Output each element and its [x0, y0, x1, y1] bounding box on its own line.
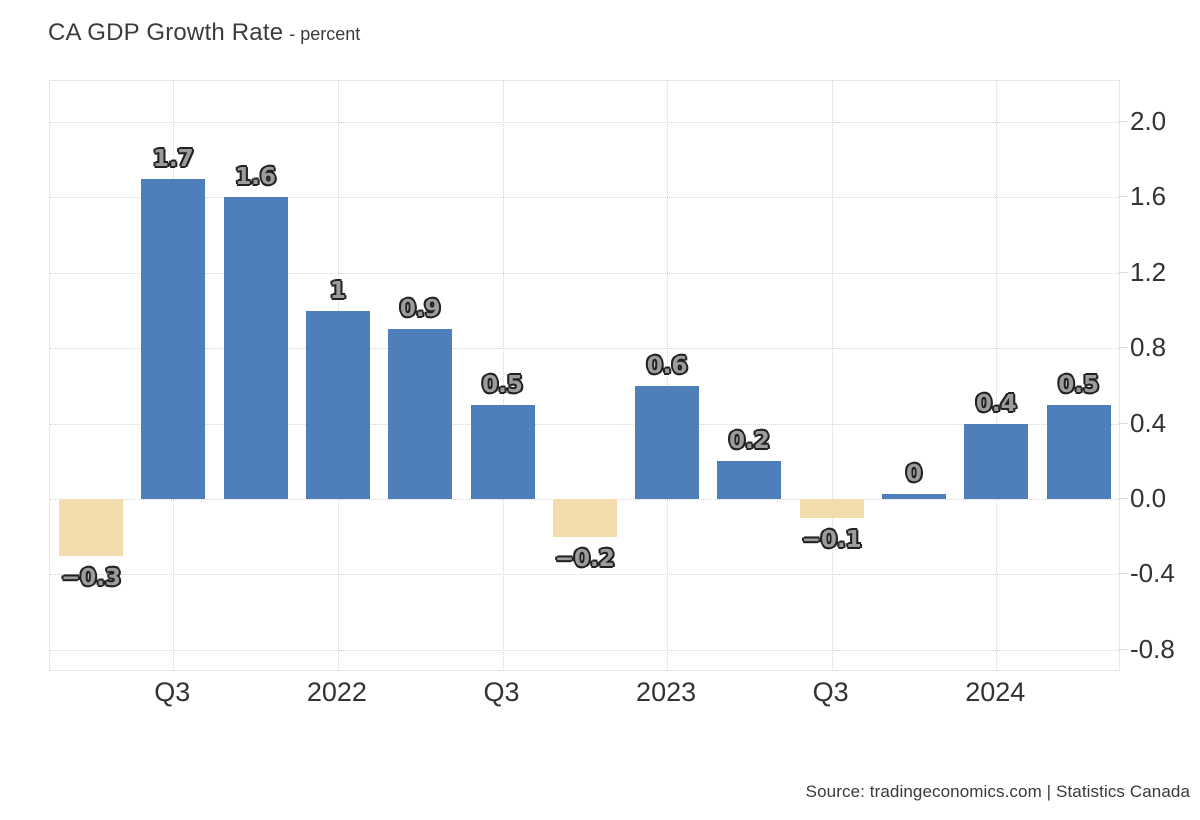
plot-area: −0.3 1.7 1.6 1 0.9 0.5 −0.2 0.6 0.2 −0.1 0 0.4 0.5 [49, 80, 1120, 671]
y-gridline [50, 348, 1120, 350]
y-axis-tick [1118, 573, 1128, 575]
y-gridline [50, 197, 1120, 199]
y-gridline [50, 574, 1120, 576]
y-gridline [50, 122, 1120, 123]
bar-value-label: 1 [329, 277, 346, 304]
y-gridline [50, 649, 1120, 651]
y-axis-tick [1118, 498, 1128, 499]
bar-value-label: 0.6 [646, 352, 688, 379]
y-axis-tick [1118, 648, 1128, 650]
bar [717, 461, 782, 499]
y-tick-label: 0.4 [1130, 407, 1167, 438]
bar-value-label: 0.5 [482, 371, 523, 398]
bar [305, 310, 370, 499]
bar [882, 494, 946, 499]
y-gridline [50, 272, 1120, 274]
y-axis-tick [1118, 196, 1128, 198]
chart-title: CA GDP Growth Rate [48, 19, 284, 46]
x-tick-label: Q3 [812, 677, 849, 707]
bar [59, 499, 123, 556]
y-axis-tick [1118, 422, 1128, 424]
bar-value-label: −0.3 [60, 564, 121, 591]
y-tick-label: 1.2 [1130, 256, 1167, 287]
bar [635, 385, 700, 499]
bar [388, 329, 453, 499]
y-gridline [50, 423, 1120, 425]
bar [470, 404, 535, 499]
y-axis-tick [1118, 347, 1128, 349]
y-tick-label: -0.8 [1130, 633, 1175, 664]
bar-value-label: 1.6 [235, 164, 276, 191]
x-tick-label: 2024 [965, 677, 1026, 707]
x-gridline [831, 81, 833, 671]
y-axis-tick [1118, 271, 1128, 273]
y-tick-label: 2.0 [1130, 106, 1167, 136]
bar-value-label: 0 [905, 461, 922, 487]
source-attribution: Source: tradingeconomics.com | Statistic… [805, 782, 1190, 801]
y-tick-label: 1.6 [1130, 181, 1167, 212]
x-tick-label: Q3 [154, 677, 191, 707]
bar-value-label: 0.4 [975, 390, 1017, 417]
y-tick-label: -0.4 [1130, 558, 1175, 589]
bar-value-label: 0.2 [729, 428, 770, 455]
bar-value-label: −0.2 [554, 545, 615, 572]
bar [799, 499, 864, 518]
bar-value-label: 1.7 [152, 145, 194, 172]
bar [552, 499, 617, 537]
bar [141, 178, 206, 499]
x-gridline [667, 81, 669, 671]
bar [964, 423, 1029, 499]
y-tick-label: 0.8 [1130, 332, 1167, 363]
chart-header: CA GDP Growth Rate - percent [48, 19, 360, 47]
x-tick-label: 2022 [306, 677, 367, 707]
y-tick-label: 0.0 [1130, 483, 1167, 513]
x-gridline [996, 81, 998, 671]
bar-value-label: −0.1 [801, 526, 862, 553]
x-tick-label: Q3 [483, 677, 520, 707]
x-gridline [502, 81, 504, 671]
chart-subtitle: - percent [289, 24, 361, 44]
bar-value-label: 0.9 [399, 296, 441, 323]
bar [223, 197, 288, 499]
bar [1046, 404, 1111, 499]
x-tick-label: 2023 [636, 677, 697, 707]
y-axis-tick [1118, 121, 1128, 122]
bar-value-label: 0.5 [1058, 371, 1099, 398]
